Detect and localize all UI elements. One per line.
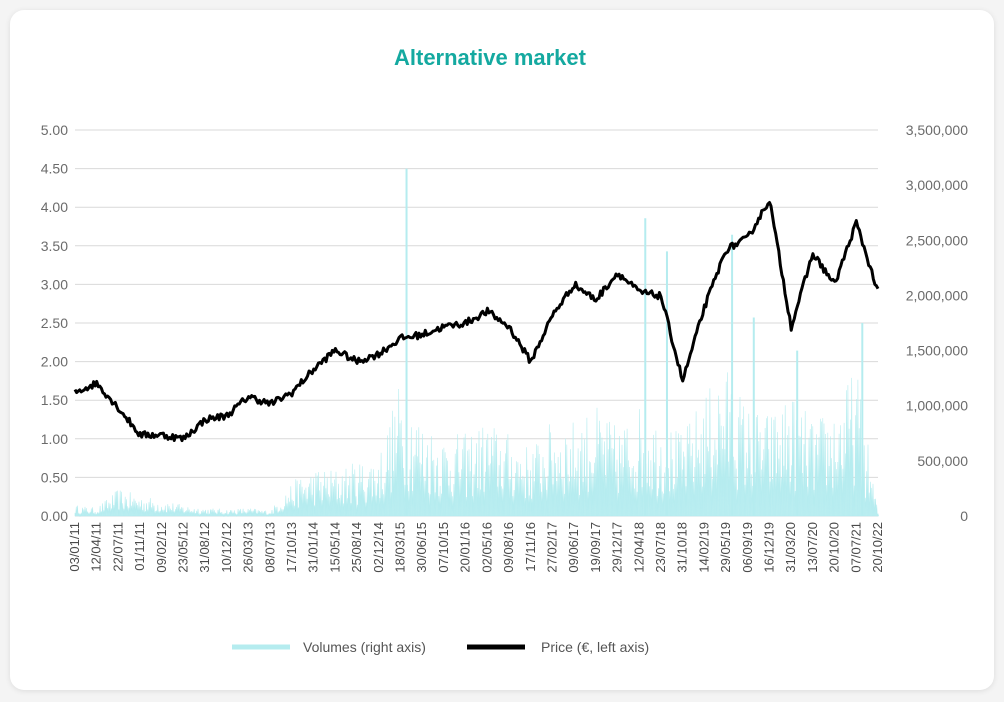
x-tick-label: 02/05/16 [479, 522, 494, 573]
left-axis: 0.00 0.50 1.00 1.50 2.00 2.50 3.00 3.50 4.00 4.50… [41, 122, 68, 524]
x-tick-label: 29/12/17 [610, 522, 625, 573]
x-tick-label: 09/06/17 [566, 522, 581, 573]
x-tick-label: 31/03/20 [783, 522, 798, 573]
x-tick-label: 14/02/19 [696, 522, 711, 573]
x-tick-label: 06/09/19 [740, 522, 755, 573]
x-tick-label: 25/08/14 [349, 522, 364, 573]
x-tick-label: 18/03/15 [393, 522, 408, 573]
right-axis: 0 500,000 1,000,000 1,500,000 2,000,000 2,500… [906, 122, 969, 524]
price-line [73, 201, 880, 443]
right-tick-label: 1,500,000 [906, 343, 968, 359]
left-tick-label: 2.50 [41, 315, 68, 331]
x-tick-label: 12/04/18 [631, 522, 646, 573]
x-tick-label: 09/02/12 [154, 522, 169, 573]
x-tick-label: 12/04/11 [89, 522, 104, 572]
volume-bars [74, 372, 880, 518]
right-tick-label: 2,000,000 [906, 287, 968, 303]
right-tick-label: 500,000 [917, 453, 968, 469]
right-tick-label: 1,000,000 [906, 398, 968, 414]
x-tick-label: 30/06/15 [414, 522, 429, 573]
x-tick-label: 15/05/14 [327, 522, 342, 573]
right-tick-label: 3,500,000 [906, 122, 968, 138]
x-tick-label: 20/10/20 [827, 522, 842, 573]
x-tick-label: 17/10/13 [284, 522, 299, 573]
x-tick-label: 19/09/17 [588, 522, 603, 573]
left-tick-label: 4.00 [41, 199, 68, 215]
left-tick-label: 1.50 [41, 392, 68, 408]
price-series [73, 201, 880, 443]
x-tick-label: 09/08/16 [501, 522, 516, 573]
volume-area [74, 168, 880, 518]
x-tick-label: 08/07/13 [262, 522, 277, 573]
x-tick-label: 31/08/12 [197, 522, 212, 573]
legend: Volumes (right axis) Price (€, left axis… [232, 639, 649, 655]
left-tick-label: 4.50 [41, 161, 68, 177]
x-tick-label: 07/07/21 [848, 522, 863, 573]
x-tick-label: 29/05/19 [718, 522, 733, 573]
x-tick-label: 31/01/14 [306, 522, 321, 573]
x-tick-label: 07/10/15 [436, 522, 451, 573]
right-tick-label: 2,500,000 [906, 232, 968, 248]
legend-price-label: Price (€, left axis) [541, 639, 649, 655]
x-tick-label: 17/11/16 [523, 522, 538, 572]
x-tick-label: 27/02/17 [544, 522, 559, 573]
left-tick-label: 3.50 [41, 238, 68, 254]
chart-title: Alternative market [394, 45, 587, 70]
x-tick-label: 10/12/12 [219, 522, 234, 573]
legend-volumes-label: Volumes (right axis) [303, 639, 426, 655]
x-tick-label: 31/10/18 [675, 522, 690, 573]
x-tick-label: 02/12/14 [371, 522, 386, 573]
x-tick-label: 03/01/11 [67, 522, 82, 572]
left-tick-label: 1.00 [41, 431, 68, 447]
x-tick-label: 13/07/20 [805, 522, 820, 573]
x-tick-label: 23/05/12 [176, 522, 191, 573]
right-tick-label: 0 [960, 508, 968, 524]
x-tick-label: 23/07/18 [653, 522, 668, 573]
left-tick-label: 0.50 [41, 469, 68, 485]
x-tick-label: 20/01/16 [458, 522, 473, 573]
x-axis: 03/01/11 12/04/11 22/07/11 01/11/11 09/02/12… [67, 522, 885, 573]
x-tick-label: 26/03/13 [241, 522, 256, 573]
chart-card [10, 10, 994, 690]
left-tick-label: 0.00 [41, 508, 68, 524]
left-tick-label: 5.00 [41, 122, 68, 138]
x-tick-label: 01/11/11 [132, 522, 147, 571]
x-tick-label: 16/12/19 [761, 522, 776, 573]
x-tick-label: 22/07/11 [110, 522, 125, 572]
right-tick-label: 3,000,000 [906, 177, 968, 193]
left-tick-label: 3.00 [41, 276, 68, 292]
left-tick-label: 2.00 [41, 354, 68, 370]
x-tick-label: 20/10/22 [870, 522, 885, 573]
